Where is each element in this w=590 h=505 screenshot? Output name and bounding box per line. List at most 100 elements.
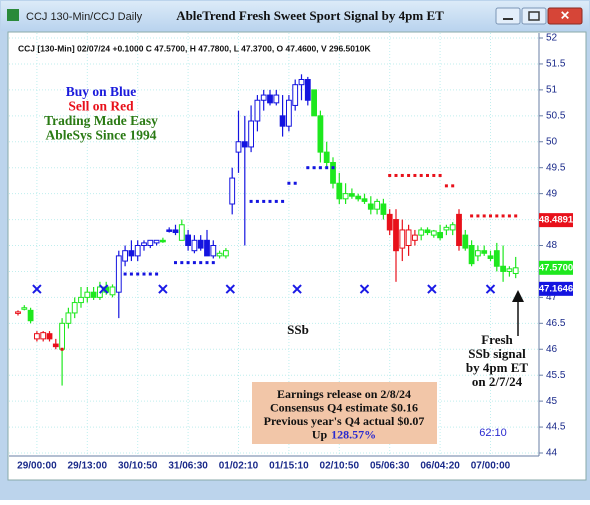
candle-body: [109, 286, 116, 296]
candle-body: [34, 333, 40, 340]
candle-body: [349, 193, 355, 197]
candle-body: [267, 94, 273, 104]
legend-text: Sell on Red: [68, 99, 134, 114]
stop-dot: [476, 214, 480, 218]
candle-body: [248, 120, 254, 148]
y-tick-label: 50.5: [546, 110, 566, 121]
candle-body: [27, 309, 34, 322]
y-tick-label: 46: [546, 344, 558, 355]
y-tick-label: 46.5: [546, 318, 566, 329]
stop-dot: [325, 166, 329, 170]
cycle-mark: [485, 284, 496, 294]
candle-body: [241, 141, 248, 148]
up-value: 128.57%: [331, 427, 376, 441]
arrow-head: [512, 290, 524, 302]
title-bar: [1, 1, 589, 31]
y-tick-label: 45.5: [546, 370, 566, 381]
stop-dot: [123, 272, 127, 276]
stop-dot: [129, 272, 133, 276]
stop-dot: [180, 261, 184, 265]
candle-body: [342, 193, 349, 200]
x-tick-label: 06/04:20: [420, 461, 460, 472]
price-label-box: [539, 260, 573, 275]
candle-body: [279, 115, 286, 127]
candle-body: [254, 99, 261, 122]
candle-body: [260, 94, 267, 101]
header-info: CCJ [130-Min] 02/07/24 +0.1000 C 47.5700…: [18, 43, 371, 53]
y-tick-label: 47: [546, 292, 558, 303]
candle-body: [273, 94, 280, 104]
stop-dot: [148, 272, 152, 276]
earnings-line: Previous year's Q4 actual $0.07: [264, 414, 425, 428]
close-icon: ✕: [560, 9, 570, 23]
stop-dot: [255, 199, 259, 203]
fresh-note: by 4pm ET: [466, 360, 528, 375]
stop-dot: [514, 214, 518, 218]
x-tick-label: 01/02:10: [219, 461, 259, 472]
candle-body: [317, 115, 324, 153]
cycle-mark: [359, 284, 370, 294]
stop-dot: [136, 272, 140, 276]
candle-body: [15, 311, 21, 314]
legend-text: Trading Made Easy: [44, 113, 158, 128]
earnings-line: Consensus Q4 estimate $0.16: [270, 400, 418, 414]
earnings-line: Earnings release on 2/8/24: [277, 387, 411, 401]
stop-dot: [444, 184, 448, 188]
candle-body: [412, 234, 418, 241]
stop-dot: [306, 166, 310, 170]
price-label-box: [539, 281, 573, 296]
y-tick-label: 44: [546, 448, 558, 459]
cycle-mark: [225, 284, 236, 294]
candle-body: [197, 239, 204, 249]
candle-body: [399, 229, 406, 249]
maximize-button[interactable]: [521, 7, 547, 25]
candle-body: [500, 265, 507, 272]
candle-body: [134, 245, 141, 257]
stop-dot: [400, 173, 404, 177]
candle-body: [443, 226, 450, 231]
x-tick-label: 31/06:30: [168, 461, 208, 472]
candle-body: [418, 229, 425, 236]
candle-body: [330, 162, 336, 184]
cycle-mark: [32, 284, 42, 294]
candle-body: [172, 229, 179, 234]
y-tick-label: 45: [546, 396, 558, 407]
stop-dot: [199, 261, 203, 265]
x-tick-label: 01/15:10: [269, 461, 309, 472]
candle-body: [122, 250, 128, 262]
candle-body: [40, 332, 47, 340]
close-button[interactable]: [547, 7, 583, 25]
minimize-button[interactable]: [495, 7, 521, 25]
x-tick-label: 29/00:00: [17, 461, 57, 472]
stop-dot: [482, 214, 486, 218]
candle-body: [286, 99, 292, 127]
candle-body: [115, 255, 122, 293]
x-tick-label: 29/13:00: [68, 461, 108, 472]
candle-body: [323, 151, 330, 163]
window-title: CCJ 130-Min/CCJ Daily: [26, 11, 143, 23]
candle-body: [78, 296, 84, 304]
stop-dot: [211, 261, 215, 265]
x-tick-label: 07/00:00: [471, 461, 511, 472]
stop-dot: [394, 173, 398, 177]
candle-body: [153, 239, 160, 244]
candle-body: [235, 141, 242, 153]
legend-text: Buy on Blue: [66, 84, 137, 99]
stop-dot: [407, 173, 411, 177]
fresh-note: SSb signal: [468, 346, 526, 361]
y-tick-label: 48: [546, 240, 558, 251]
stop-dot: [331, 166, 335, 170]
cycle-mark: [158, 284, 168, 294]
candle-body: [166, 229, 173, 232]
price-label-box: [539, 213, 573, 228]
window-buttons: ✕: [495, 7, 583, 25]
candle-body: [336, 182, 343, 200]
candle-body: [311, 89, 318, 117]
candle-body: [304, 79, 311, 101]
candle-body: [487, 255, 494, 259]
candle-body: [475, 250, 481, 257]
stop-dot: [507, 214, 511, 218]
candle-body: [493, 250, 500, 267]
fresh-note: Fresh: [481, 332, 513, 347]
